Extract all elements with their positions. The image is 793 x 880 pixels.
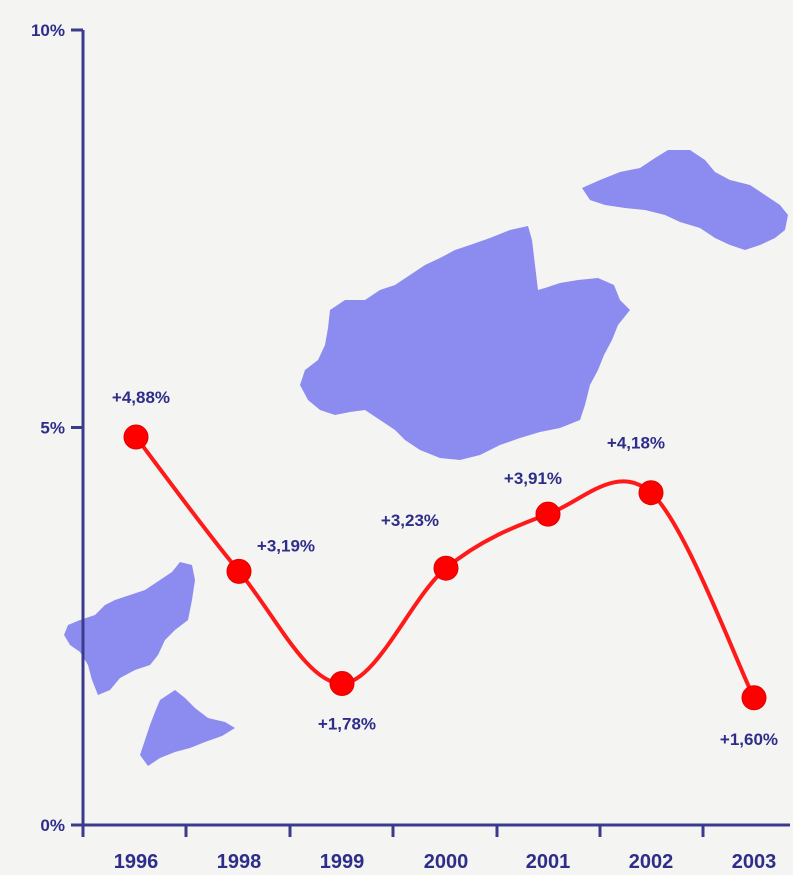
- data-point: [226, 558, 252, 584]
- y-tick-label: 10%: [31, 21, 65, 40]
- x-tick-label: 1998: [217, 851, 262, 873]
- data-label: +3,19%: [257, 536, 315, 555]
- x-tick-label: 1999: [320, 851, 365, 873]
- map-shape-left: [64, 562, 195, 695]
- x-tick-label: 2001: [526, 851, 571, 873]
- x-axis-ticks: 1996 1998 1999 2000 2001 2002 2003: [81, 825, 777, 873]
- data-point: [638, 480, 664, 506]
- data-label: +1,60%: [720, 730, 778, 749]
- y-tick-label: 5%: [40, 419, 65, 438]
- x-tick-label: 2002: [629, 851, 674, 873]
- data-point: [123, 424, 149, 450]
- data-point: [433, 555, 459, 581]
- map-shape-top-right: [582, 150, 788, 250]
- x-tick-label: 1996: [114, 851, 159, 873]
- data-markers: [123, 424, 767, 711]
- data-point: [741, 685, 767, 711]
- data-point: [329, 670, 355, 696]
- data-label: +1,78%: [318, 714, 376, 733]
- data-label: +4,88%: [112, 388, 170, 407]
- map-shape-bottom-left: [140, 690, 235, 766]
- x-tick-label: 2003: [732, 851, 777, 873]
- data-labels: +4,88% +3,19% +1,78% +3,23% +3,91% +4,18% +1,6…: [112, 388, 778, 749]
- y-axis-ticks: 0% 5% 10%: [31, 21, 83, 835]
- x-tick-label: 2000: [424, 851, 469, 873]
- background-map: [64, 150, 788, 766]
- data-point: [535, 501, 561, 527]
- data-label: +3,91%: [504, 469, 562, 488]
- data-label: +3,23%: [381, 511, 439, 530]
- data-label: +4,18%: [607, 434, 665, 453]
- y-tick-label: 0%: [40, 816, 65, 835]
- map-shape-center: [300, 226, 630, 460]
